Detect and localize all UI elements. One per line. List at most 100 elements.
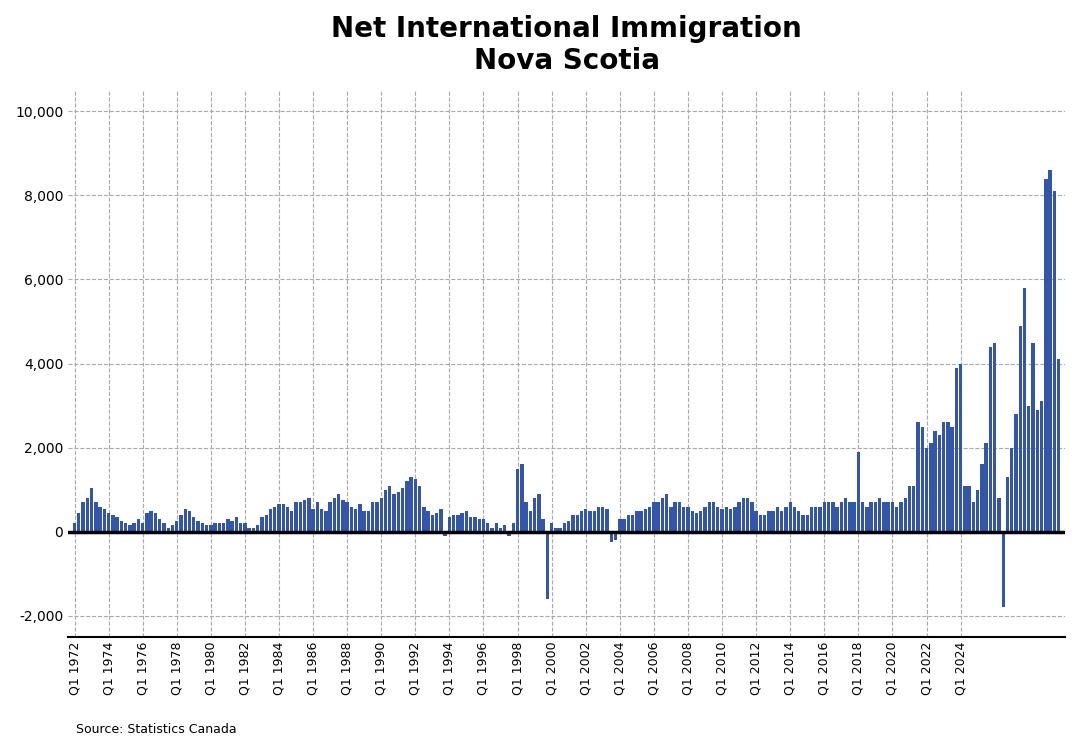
Bar [856,452,860,532]
Bar [320,508,323,532]
Bar [874,502,877,532]
Bar [532,498,537,532]
Bar [631,515,634,532]
Bar [597,507,600,532]
Bar [900,502,903,532]
Bar [1027,406,1030,532]
Bar [503,525,507,532]
Bar [635,511,638,532]
Bar [341,500,345,532]
Bar [525,502,528,532]
Bar [681,507,686,532]
Bar [694,513,698,532]
Bar [490,528,494,532]
Bar [554,528,557,532]
Bar [537,494,541,532]
Text: Source: Statistics Canada: Source: Statistics Canada [76,722,237,736]
Bar [674,502,677,532]
Bar [145,513,149,532]
Bar [908,485,912,532]
Bar [882,502,886,532]
Bar [81,502,84,532]
Bar [226,519,230,532]
Bar [933,431,936,532]
Bar [77,513,81,532]
Bar [116,517,119,532]
Bar [448,517,451,532]
Bar [363,511,366,532]
Bar [929,443,932,532]
Bar [72,523,77,532]
Bar [835,507,839,532]
Bar [315,502,319,532]
Bar [396,492,400,532]
Bar [158,519,161,532]
Bar [337,494,340,532]
Bar [427,511,430,532]
Bar [133,523,136,532]
Bar [661,498,664,532]
Bar [920,427,924,532]
Bar [111,515,114,532]
Bar [605,508,609,532]
Bar [162,523,165,532]
Bar [703,507,706,532]
Bar [153,513,158,532]
Bar [657,502,660,532]
Bar [997,498,1001,532]
Bar [383,490,388,532]
Bar [937,435,941,532]
Bar [205,525,208,532]
Bar [678,502,681,532]
Bar [333,498,336,532]
Bar [738,502,741,532]
Bar [508,532,511,536]
Bar [878,498,881,532]
Bar [230,521,234,532]
Bar [1010,448,1013,532]
Bar [521,465,524,532]
Bar [567,521,570,532]
Bar [887,502,890,532]
Bar [1014,414,1017,532]
Bar [613,532,618,540]
Bar [981,465,984,532]
Bar [282,505,285,532]
Bar [589,511,592,532]
Bar [767,511,771,532]
Bar [950,427,954,532]
Bar [278,505,281,532]
Bar [955,368,958,532]
Bar [626,515,630,532]
Bar [265,515,268,532]
Bar [716,507,719,532]
Bar [652,502,656,532]
Bar [201,523,204,532]
Bar [197,521,200,532]
Bar [179,515,183,532]
Bar [644,508,647,532]
Bar [593,511,596,532]
Bar [895,507,899,532]
Bar [375,502,379,532]
Bar [972,502,975,532]
Bar [103,508,106,532]
Bar [120,521,123,532]
Bar [495,523,498,532]
Bar [243,523,246,532]
Bar [269,508,272,532]
Bar [239,523,242,532]
Bar [686,507,690,532]
Bar [401,488,404,532]
Bar [852,502,855,532]
Bar [214,523,217,532]
Bar [758,515,762,532]
Bar [742,498,745,532]
Bar [580,511,583,532]
Bar [422,507,426,532]
Bar [810,507,813,532]
Bar [328,502,332,532]
Bar [648,507,651,532]
Bar [354,508,357,532]
Bar [545,532,549,599]
